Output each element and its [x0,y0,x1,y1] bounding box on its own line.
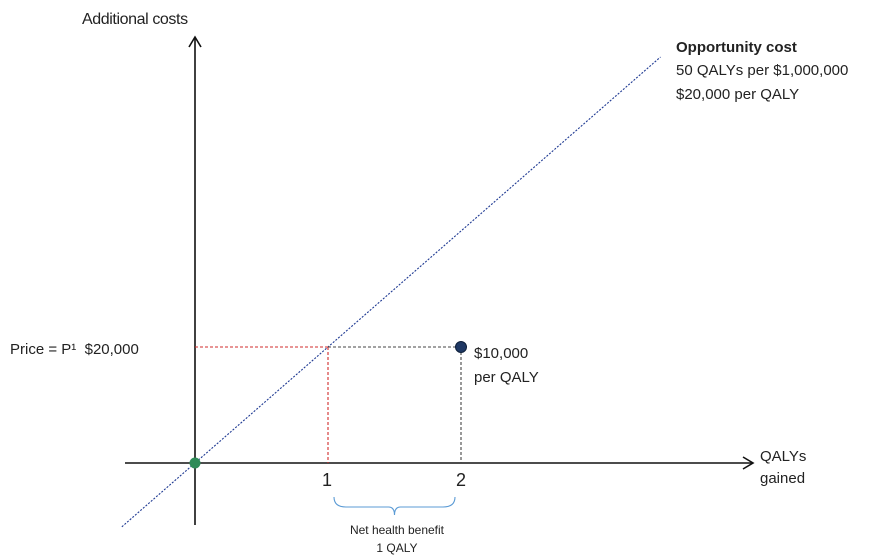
origin-point [189,457,201,469]
opportunity-cost-line2: $20,000 per QALY [676,86,799,103]
product-point [455,341,467,353]
opportunity-cost-line [121,56,661,528]
x-axis-label-line2: gained [760,470,805,487]
x-tick-label-1: 1 [322,470,332,490]
y-axis-label: Additional costs [82,11,188,28]
product-point-label-1: $10,000 [474,345,528,362]
product-point-label-2: per QALY [474,369,539,386]
net-health-benefit-brace [333,496,456,516]
x-tick-label-2: 2 [456,470,466,490]
opportunity-cost-title: Opportunity cost [676,39,797,56]
price-label: Price = P¹ $20,000 [10,341,139,358]
opportunity-cost-line1: 50 QALYs per $1,000,000 [676,62,848,79]
net-health-benefit-label-2: 1 QALY [376,541,417,555]
x-axis-label-line1: QALYs [760,448,806,465]
net-health-benefit-label-1: Net health benefit [350,523,445,537]
